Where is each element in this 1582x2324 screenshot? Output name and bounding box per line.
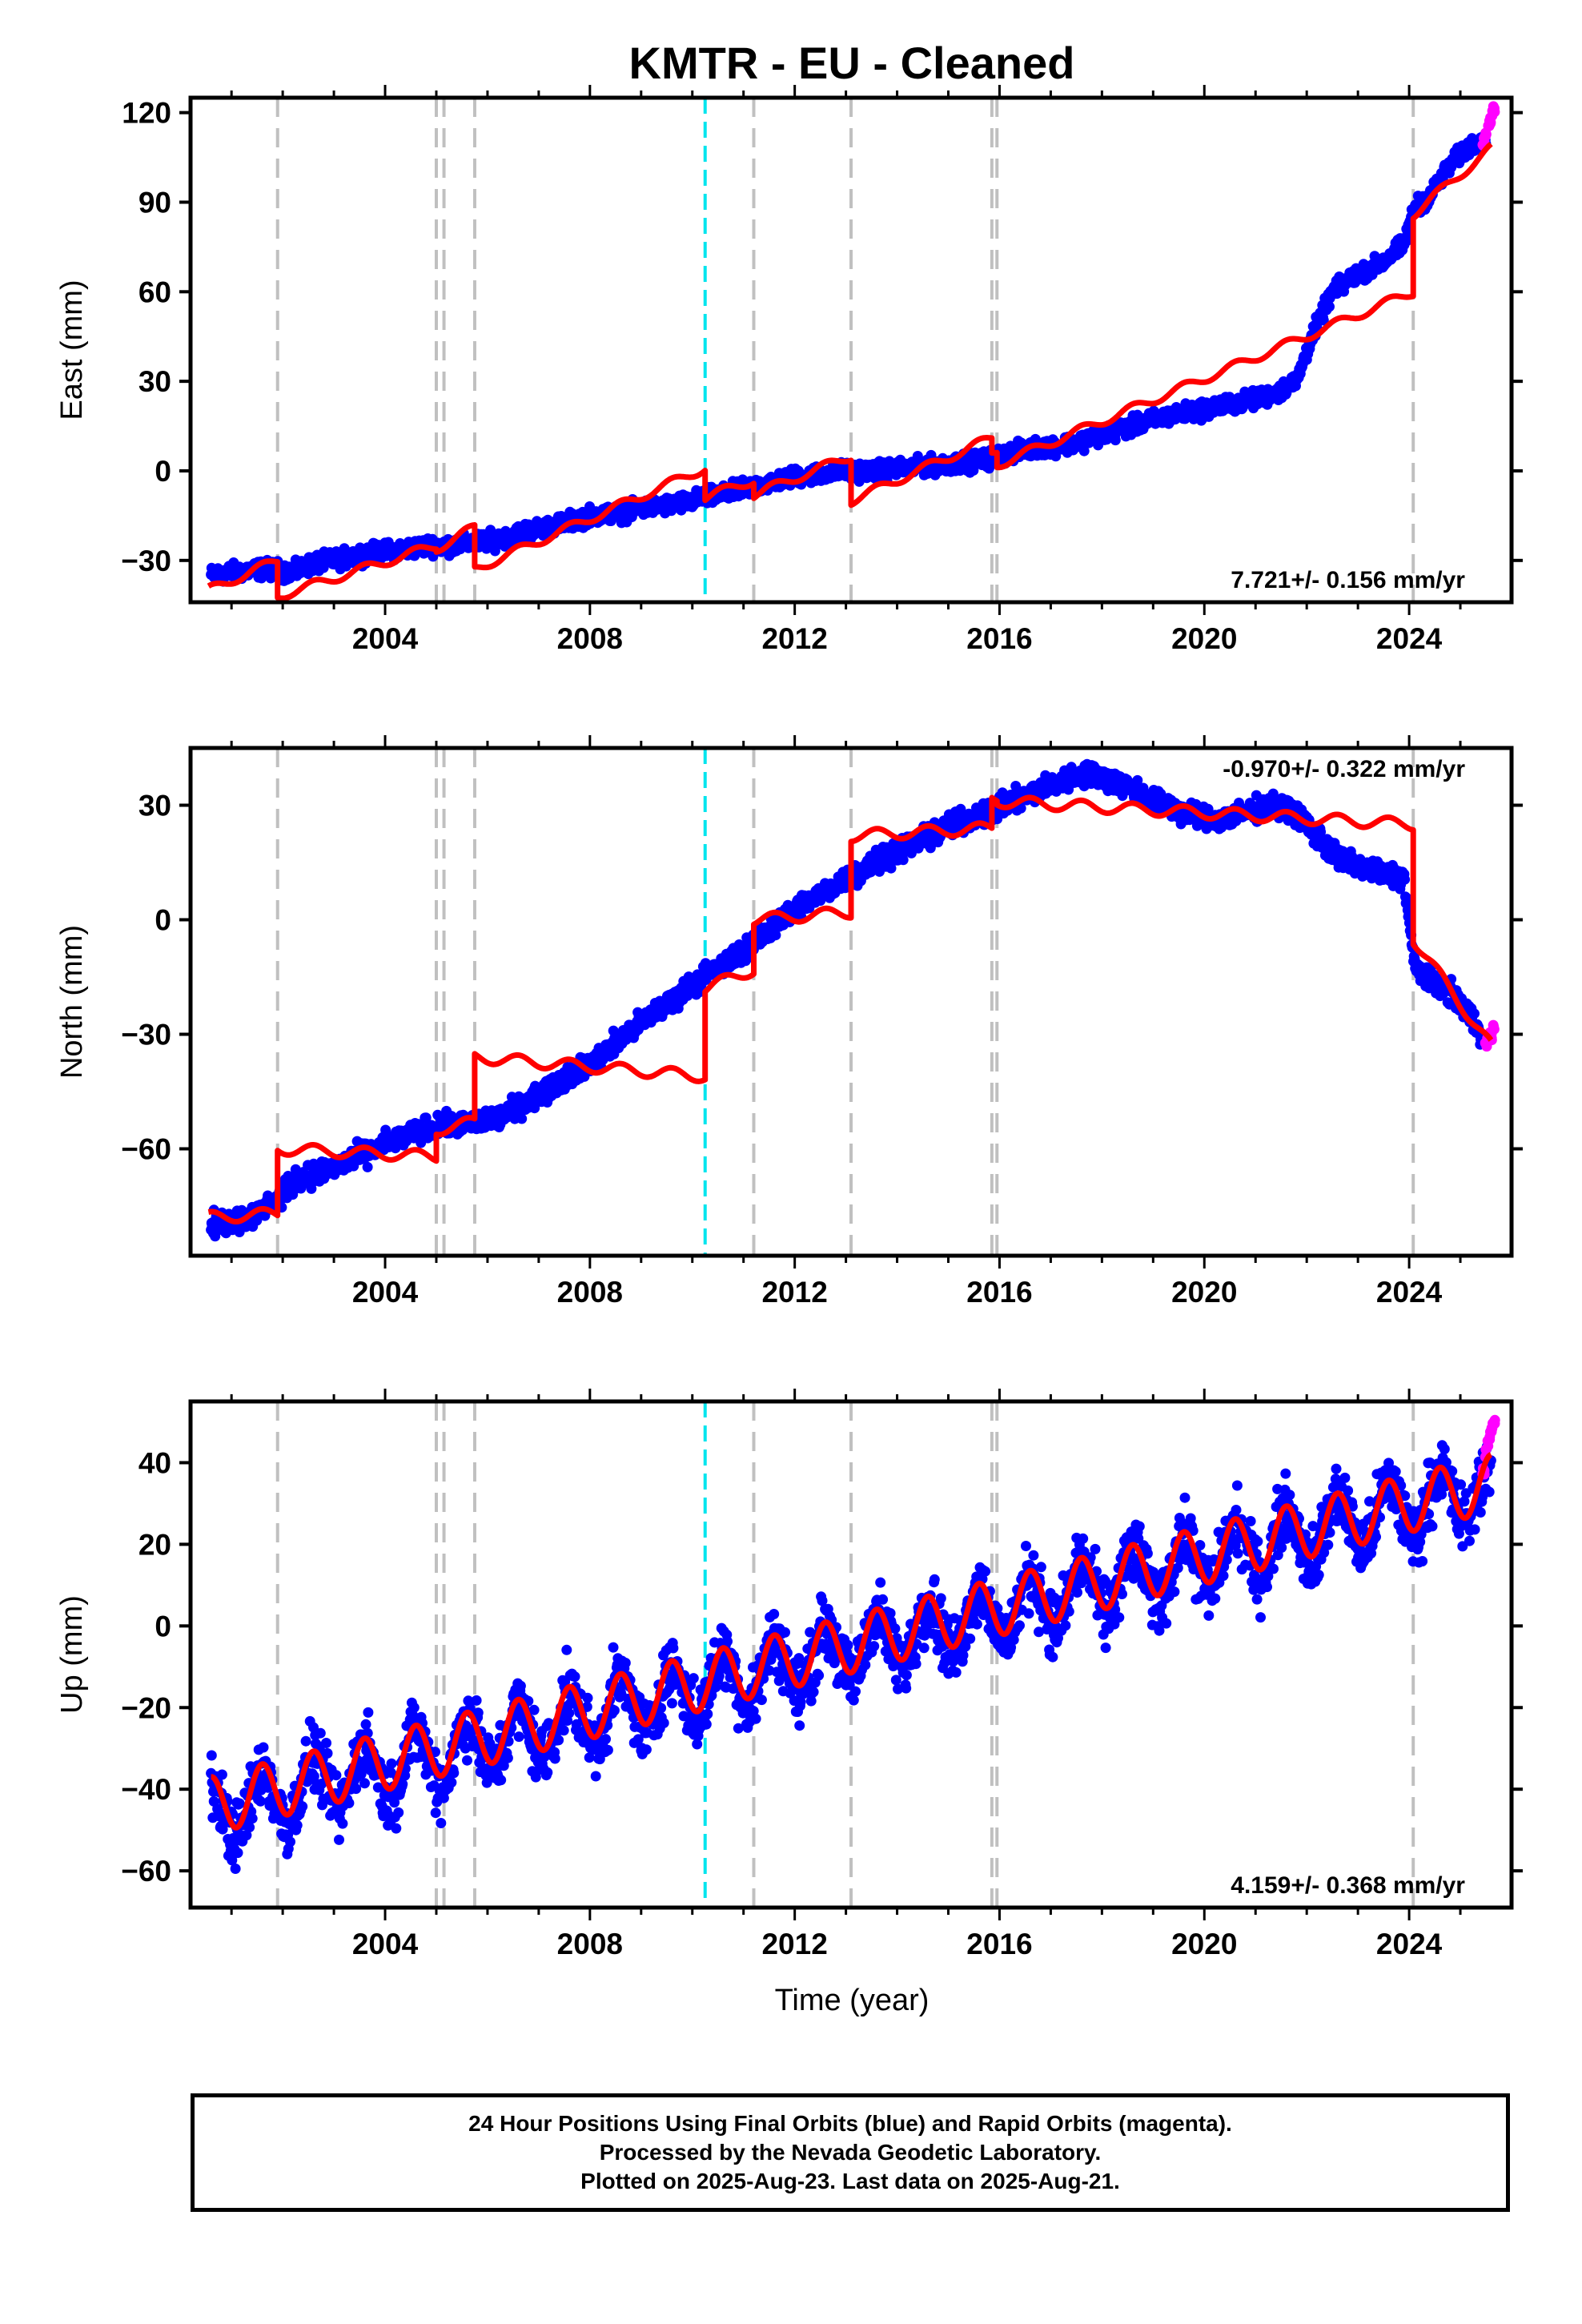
final-orbit-point (1469, 1008, 1480, 1019)
final-orbit-point (1078, 445, 1090, 456)
chart-title: KMTR - EU - Cleaned (629, 38, 1075, 88)
x-tick-label: 2004 (352, 622, 419, 655)
velocity-label: -0.970+/- 0.322 mm/yr (1223, 756, 1465, 782)
final-orbit-points (206, 131, 1492, 587)
east-panel: −30 0 30 60 90 120 2004 2008 2012 2016 2020 2024 Eas… (55, 85, 1523, 655)
final-orbit-point (315, 1727, 326, 1739)
final-orbit-point (230, 1864, 241, 1874)
final-orbit-point (337, 1818, 348, 1829)
plot-frame (188, 95, 1514, 605)
final-orbit-point (351, 1783, 362, 1795)
final-orbit-point (1318, 315, 1329, 326)
final-orbit-point (285, 1836, 295, 1848)
model-line (207, 142, 1493, 601)
final-orbit-point (206, 1750, 217, 1761)
y-tick-label: 0 (155, 455, 171, 488)
velocity-label: 7.721+/- 0.156 mm/yr (1231, 567, 1465, 593)
final-orbit-point (331, 1770, 342, 1781)
final-orbit-point (770, 930, 781, 941)
y-tick-label: 0 (155, 904, 171, 937)
final-orbit-point (322, 1747, 333, 1759)
y-axis-label: North (mm) (55, 925, 89, 1079)
final-orbit-point (247, 1813, 258, 1824)
final-orbit-point (1324, 301, 1335, 312)
y-axis-label: East (mm) (55, 279, 89, 420)
final-orbit-point (1402, 235, 1412, 246)
x-tick-label: 2016 (966, 1276, 1032, 1309)
final-orbit-point (216, 1769, 227, 1780)
final-orbit-point (244, 1822, 255, 1833)
final-orbit-point (1110, 435, 1121, 446)
final-orbit-points (206, 758, 1492, 1242)
y-tick-label: −60 (121, 1133, 171, 1166)
x-tick-label: 2008 (557, 1276, 623, 1309)
rapid-orbit-point (1489, 103, 1500, 114)
x-tick-label: 2020 (1171, 1276, 1237, 1309)
final-orbit-point (516, 1113, 528, 1124)
final-orbit-point (386, 1758, 397, 1769)
y-tick-label: 30 (139, 790, 171, 822)
y-tick-label: 30 (139, 365, 171, 398)
final-orbit-point (297, 1801, 308, 1812)
final-orbit-point (420, 1112, 432, 1124)
plot-area (206, 1401, 1500, 1908)
final-orbit-point (360, 1719, 371, 1730)
final-orbit-point (393, 1807, 404, 1818)
final-orbit-point (321, 1738, 331, 1748)
rapid-orbit-points (1477, 101, 1500, 151)
final-orbit-point (343, 1798, 355, 1808)
x-tick-label: 2016 (966, 622, 1032, 655)
final-orbit-point (391, 1823, 402, 1834)
plot-area (206, 748, 1500, 1256)
x-tick-label: 2012 (761, 622, 827, 655)
y-tick-label: −30 (121, 545, 171, 577)
x-tick-label: 2004 (352, 1276, 419, 1309)
final-orbit-point (300, 1735, 311, 1747)
final-orbit-point (291, 1819, 303, 1831)
final-orbit-point (408, 1702, 420, 1713)
final-orbit-point (232, 1848, 243, 1859)
plot-area (206, 98, 1500, 602)
y-tick-label: 90 (139, 186, 171, 219)
final-orbit-point (258, 1742, 269, 1753)
final-orbit-point (362, 1161, 373, 1172)
final-orbit-point (334, 1834, 344, 1845)
north-panel: −60 −30 0 30 2004 2008 2012 2016 2020 2024 North (… (55, 735, 1523, 1309)
y-tick-label: −30 (121, 1019, 171, 1051)
x-tick-label: 2008 (557, 622, 623, 655)
final-orbit-point (363, 1707, 374, 1718)
y-tick-label: 120 (122, 97, 171, 130)
final-orbit-point (1399, 874, 1411, 885)
final-orbit-point (359, 1778, 370, 1789)
x-tick-label: 2012 (761, 1276, 827, 1309)
x-tick-label: 2020 (1171, 622, 1237, 655)
rapid-orbit-point (1488, 1023, 1500, 1035)
x-tick-label: 2024 (1376, 1276, 1443, 1309)
y-tick-label: 60 (139, 275, 171, 308)
x-tick-label: 2024 (1376, 622, 1443, 655)
